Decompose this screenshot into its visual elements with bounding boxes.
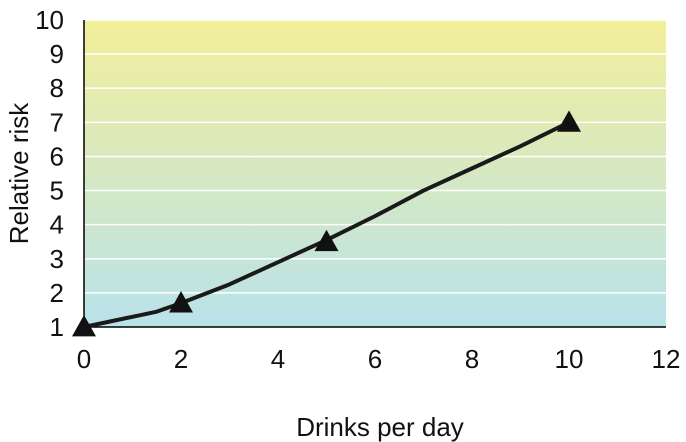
triangle-marker-5	[314, 229, 339, 252]
y-axis-title: Relative risk	[4, 102, 34, 245]
x-tick-label-10: 10	[555, 344, 584, 374]
y-tick-label-3: 3	[50, 244, 64, 274]
y-tick-label-4: 4	[50, 210, 64, 240]
axes	[83, 20, 666, 328]
x-axis-tick-labels: 0 2 4 6 8 10 12	[77, 344, 681, 374]
series-layer	[72, 110, 581, 337]
triangle-marker-0	[72, 315, 96, 337]
x-axis-title: Drinks per day	[296, 412, 464, 442]
y-tick-label-2: 2	[50, 278, 64, 308]
grid-lines	[84, 19, 666, 294]
y-tick-label-10: 10	[35, 5, 64, 35]
y-tick-label-8: 8	[50, 73, 64, 103]
x-tick-label-2: 2	[174, 344, 188, 374]
y-tick-label-6: 6	[50, 141, 64, 171]
plot-background	[84, 20, 666, 327]
series-line-0	[82, 120, 571, 329]
y-tick-label-1: 1	[50, 312, 64, 342]
y-tick-label-7: 7	[50, 107, 64, 137]
y-tick-label-9: 9	[50, 39, 64, 69]
x-tick-label-8: 8	[465, 344, 479, 374]
x-tick-label-6: 6	[368, 344, 382, 374]
x-tick-label-12: 12	[652, 344, 681, 374]
y-axis-tick-labels: 1 2 3 4 5 6 7 8 9 10	[35, 5, 64, 342]
triangle-marker-2	[169, 291, 193, 313]
x-tick-label-0: 0	[77, 344, 91, 374]
y-tick-label-5: 5	[50, 176, 64, 206]
x-tick-label-4: 4	[271, 344, 285, 374]
triangle-marker-10	[557, 110, 581, 132]
